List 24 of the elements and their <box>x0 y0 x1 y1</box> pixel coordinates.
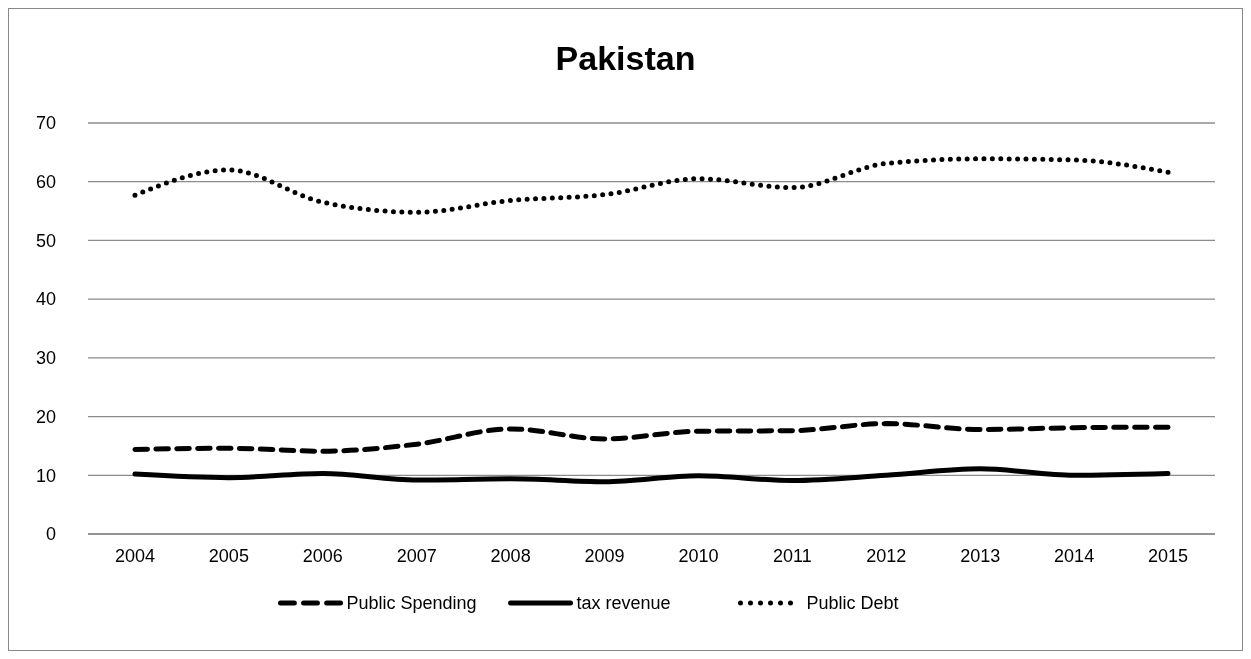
x-tick-label: 2006 <box>302 546 343 566</box>
x-tick-label: 2012 <box>866 546 907 566</box>
legend-label: Public Spending <box>346 593 477 614</box>
y-tick-label: 40 <box>35 289 56 310</box>
y-tick-label: 30 <box>35 348 56 369</box>
x-tick-label: 2005 <box>208 546 249 566</box>
y-tick-label: 70 <box>35 113 56 134</box>
x-tick-label: 2011 <box>773 546 812 566</box>
x-tick-label: 2009 <box>584 546 625 566</box>
x-tick-label: 2015 <box>1148 546 1189 566</box>
x-tick-label: 2010 <box>678 546 719 566</box>
y-tick-label: 60 <box>35 172 56 193</box>
y-tick-label: 50 <box>35 230 56 251</box>
legend-label: tax revenue <box>576 593 671 614</box>
y-tick-label: 0 <box>45 524 56 545</box>
legend-label: Public Debt <box>806 593 899 614</box>
x-tick-label: 2004 <box>114 546 155 566</box>
y-tick-label: 10 <box>35 465 56 486</box>
y-tick-label: 20 <box>35 406 56 427</box>
x-tick-label: 2007 <box>396 546 437 566</box>
x-tick-label: 2013 <box>960 546 1001 566</box>
x-tick-label: 2008 <box>490 546 531 566</box>
x-tick-label: 2014 <box>1054 546 1095 566</box>
chart-title: Pakistan <box>555 39 696 77</box>
